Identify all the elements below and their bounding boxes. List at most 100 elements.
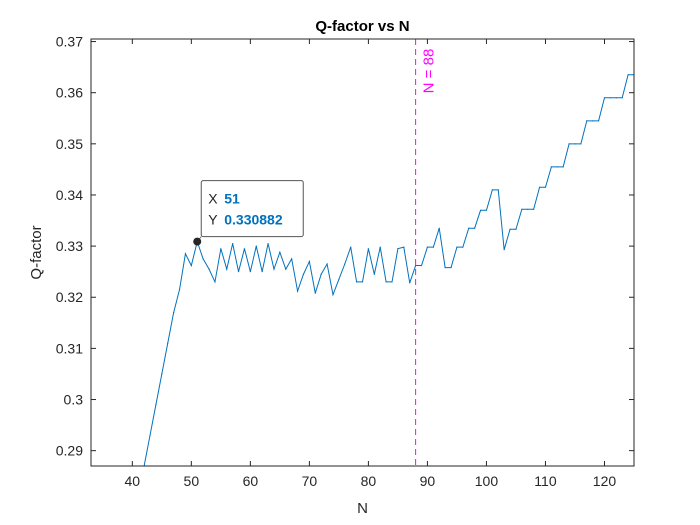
data-point: [450, 266, 452, 269]
data-point: [332, 294, 334, 296]
data-point: [367, 248, 370, 250]
data-point: [155, 404, 157, 406]
series-line-q-factor: [143, 74, 634, 467]
data-point: [226, 268, 228, 270]
x-tick-label: 80: [361, 473, 377, 489]
y-axis-ticks: 0.29 0.3 0.31 0.32 0.33 0.34 0.35 0.36 0.37: [56, 34, 634, 459]
reference-line-layer: N = 88: [415, 39, 438, 466]
data-point: [308, 260, 310, 263]
data-point: [350, 246, 352, 248]
data-point: [220, 248, 222, 250]
plot-area: [91, 39, 634, 466]
x-tick-label: 50: [184, 473, 200, 489]
data-point: [544, 186, 547, 188]
data-point: [302, 273, 305, 275]
data-point: [527, 208, 529, 210]
data-point: [314, 292, 316, 294]
chart-title: Q-factor vs N: [315, 18, 409, 35]
data-point: [391, 281, 393, 283]
data-point: [279, 251, 281, 253]
y-tick-label: 0.37: [56, 34, 83, 50]
x-axis-ticks: 40 50 60 70 80 90 100 110 120: [125, 39, 616, 489]
data-point: [627, 74, 629, 76]
data-point: [249, 271, 251, 273]
data-point: [456, 246, 458, 248]
data-point: [184, 253, 187, 255]
datatip-x-value: 51: [224, 191, 240, 207]
datatip-y-value: 0.330882: [224, 212, 283, 228]
data-point: [320, 273, 322, 275]
data-point: [208, 268, 210, 270]
data-point: [326, 263, 328, 265]
data-point: [438, 227, 440, 229]
data-point: [592, 120, 594, 122]
y-tick-label: 0.35: [56, 136, 83, 152]
data-point: [621, 97, 623, 99]
data-point: [361, 281, 364, 283]
data-point: [397, 248, 399, 250]
data-point: [409, 282, 411, 284]
data-point: [344, 263, 346, 265]
data-point: [415, 264, 417, 267]
y-tick-label: 0.29: [56, 443, 83, 459]
data-point: [291, 258, 293, 260]
x-axis-title: N: [357, 500, 368, 517]
x-tick-label: 90: [420, 473, 436, 489]
data-point: [474, 227, 476, 229]
data-point: [373, 273, 375, 275]
datatip-marker[interactable]: [193, 237, 202, 246]
data-point: [190, 264, 192, 267]
data-point: [586, 120, 588, 122]
data-point: [202, 258, 204, 260]
data-point: [580, 143, 582, 145]
data-point: [273, 268, 275, 270]
data-point: [515, 228, 517, 230]
reference-line-label: N = 88: [421, 49, 438, 94]
x-tick-label: 70: [302, 473, 318, 489]
y-axis-title: Q-factor: [28, 225, 45, 279]
data-point: [237, 271, 240, 273]
data-point: [379, 246, 381, 248]
data-point: [603, 97, 606, 99]
data-point: [232, 242, 234, 245]
data-point: [173, 311, 175, 314]
x-tick-label: 110: [534, 473, 557, 489]
axes-box: [90, 38, 635, 467]
data-point: [178, 288, 181, 291]
data-point: [296, 290, 299, 292]
datatip[interactable]: X 51 Y 0.330882: [193, 180, 304, 246]
data-point: [432, 246, 434, 248]
data-point: [167, 342, 169, 344]
data-point: [568, 143, 570, 145]
data-point: [562, 166, 564, 168]
y-tick-label: 0.3: [64, 392, 84, 408]
data-point: [444, 266, 446, 269]
data-point: [615, 97, 617, 99]
x-tick-label: 40: [125, 473, 141, 489]
y-tick-label: 0.33: [56, 238, 83, 254]
data-point: [355, 281, 358, 283]
data-point: [468, 227, 470, 229]
data-point: [556, 166, 558, 168]
x-tick-label: 60: [243, 473, 259, 489]
data-point: [550, 166, 552, 168]
data-point: [597, 120, 600, 122]
datatip-box[interactable]: [200, 180, 304, 238]
data-point: [255, 245, 257, 247]
data-point: [574, 143, 576, 145]
data-point: [462, 246, 464, 248]
data-point: [521, 208, 523, 210]
y-tick-label: 0.32: [56, 289, 83, 305]
data-point: [479, 209, 482, 211]
data-point: [214, 281, 216, 283]
datatip-x-label: X: [208, 191, 218, 207]
datatip-y-label: Y: [208, 212, 218, 228]
data-point: [243, 248, 246, 250]
data-point: [609, 97, 611, 99]
data-point: [538, 186, 541, 188]
data-point: [491, 189, 493, 191]
data-point: [503, 249, 505, 251]
data-point: [161, 373, 163, 375]
data-point: [149, 434, 151, 436]
